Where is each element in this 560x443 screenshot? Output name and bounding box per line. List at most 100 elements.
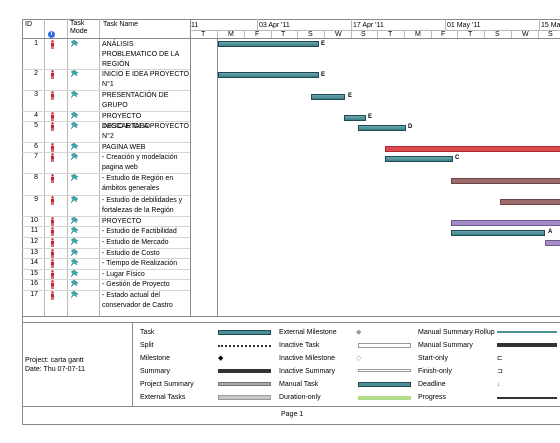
- legend-label: Progress: [418, 394, 447, 401]
- task-bar[interactable]: [344, 115, 366, 121]
- task-name[interactable]: PAGINA WEB: [102, 144, 146, 151]
- task-name[interactable]: - Gestión de Proyecto: [102, 281, 170, 288]
- task-id[interactable]: 11: [30, 227, 38, 234]
- legend-top-2: [22, 322, 560, 323]
- pin-icon[interactable]: [70, 237, 79, 246]
- pin-icon[interactable]: [70, 173, 79, 182]
- task-id[interactable]: 1: [34, 40, 38, 47]
- task-name[interactable]: PROYECTO DESCARTADO: [102, 113, 150, 130]
- pin-icon[interactable]: [70, 39, 79, 48]
- task-id[interactable]: 8: [34, 174, 38, 181]
- task-id[interactable]: 6: [34, 143, 38, 150]
- task-name[interactable]: - Tiempo de Realización: [102, 260, 178, 267]
- day-divider: [324, 30, 325, 38]
- task-id[interactable]: 3: [34, 91, 38, 98]
- task-bar[interactable]: [358, 125, 406, 131]
- task-name[interactable]: INICIO E IDEA PROYECTO N°2: [102, 123, 190, 140]
- bar-label: E: [368, 114, 373, 120]
- timescale-label: 15 Ma: [541, 22, 560, 29]
- task-id[interactable]: 15: [30, 270, 38, 277]
- task-name[interactable]: INICIO E IDEA PROYECTO N°1: [102, 71, 190, 88]
- task-name[interactable]: - Estudio de Mercado: [102, 239, 169, 246]
- gantt-frame: [22, 19, 560, 425]
- legend-external-tasks-swatch: [218, 395, 271, 400]
- pin-icon[interactable]: [70, 290, 79, 299]
- task-id[interactable]: 17: [30, 291, 38, 298]
- person-icon: [51, 91, 54, 100]
- row-divider: [22, 69, 190, 70]
- person-icon: [51, 291, 54, 300]
- task-name[interactable]: PROYECTO: [102, 218, 142, 225]
- pin-icon[interactable]: [70, 90, 79, 99]
- pin-icon[interactable]: [70, 279, 79, 288]
- pin-icon[interactable]: [70, 121, 79, 130]
- task-name[interactable]: - Lugar Físico: [102, 271, 145, 278]
- task-id[interactable]: 13: [30, 249, 38, 256]
- summary-bar[interactable]: [451, 220, 560, 226]
- legend-label: External Tasks: [140, 394, 186, 401]
- header-id[interactable]: ID: [25, 21, 32, 28]
- task-name[interactable]: - Estado actual del conservador de Castr…: [102, 292, 173, 309]
- project-name: Project: carta gantt: [25, 357, 84, 364]
- day-divider: [297, 30, 298, 38]
- bar-label: C: [455, 155, 460, 161]
- task-bar[interactable]: [218, 41, 319, 47]
- pin-icon[interactable]: [70, 111, 79, 120]
- legend-label: Manual Task: [279, 381, 319, 388]
- task-name[interactable]: - Creación y modelación pagina web: [102, 154, 178, 171]
- timescale-divider: [257, 19, 258, 30]
- task-bar[interactable]: [385, 156, 453, 162]
- person-icon: [51, 217, 54, 226]
- task-name[interactable]: ANÁLISIS PROBLEMATICO DE LA REGIÓN: [102, 41, 179, 68]
- task-name[interactable]: - Estudio de Región en ámbitos generales: [102, 175, 174, 192]
- day-divider: [244, 30, 245, 38]
- pin-icon[interactable]: [70, 248, 79, 257]
- person-icon: [51, 270, 54, 279]
- task-id[interactable]: 10: [30, 217, 38, 224]
- task-id[interactable]: 4: [34, 112, 38, 119]
- task-id[interactable]: 2: [34, 70, 38, 77]
- person-icon: [51, 280, 54, 289]
- pin-icon[interactable]: [70, 195, 79, 204]
- row-divider: [22, 121, 190, 122]
- header-divider: [190, 30, 560, 31]
- row-divider: [22, 237, 190, 238]
- task-name[interactable]: - Estudio de Costo: [102, 250, 160, 257]
- task-name[interactable]: - Estudio de debilidades y fortalezas de…: [102, 197, 183, 214]
- summary-bar[interactable]: [385, 146, 560, 152]
- pin-icon[interactable]: [70, 226, 79, 235]
- pin-icon[interactable]: [70, 258, 79, 267]
- legend-inactive-task-swatch: [358, 343, 411, 348]
- person-icon: [51, 122, 54, 131]
- legend-divider: [132, 322, 133, 406]
- task-bar[interactable]: [311, 94, 345, 100]
- task-id[interactable]: 16: [30, 280, 38, 287]
- info-icon[interactable]: i: [48, 31, 55, 38]
- task-id[interactable]: 14: [30, 259, 38, 266]
- legend-inactive-summary-swatch: [358, 369, 411, 372]
- task-bar[interactable]: [218, 72, 319, 78]
- task-bar[interactable]: [545, 240, 560, 246]
- pin-icon[interactable]: [70, 152, 79, 161]
- pin-icon[interactable]: [70, 142, 79, 151]
- task-id[interactable]: 5: [34, 122, 38, 129]
- task-name[interactable]: - Estudio de Factibilidad: [102, 228, 177, 235]
- task-name[interactable]: PRESENTACIÓN DE GRUPO: [102, 92, 169, 109]
- header-task-mode[interactable]: Task Mode: [70, 20, 88, 35]
- pin-icon[interactable]: [70, 269, 79, 278]
- day-label: S: [361, 31, 366, 38]
- day-divider: [351, 30, 352, 38]
- task-bar[interactable]: [500, 199, 560, 205]
- person-icon: [51, 174, 54, 183]
- task-id[interactable]: 7: [34, 153, 38, 160]
- legend-label: Inactive Summary: [279, 368, 336, 375]
- pin-icon[interactable]: [70, 216, 79, 225]
- header-task-name[interactable]: Task Name: [103, 21, 139, 28]
- task-bar[interactable]: [451, 178, 560, 184]
- pin-icon[interactable]: [70, 69, 79, 78]
- col-divider: [190, 19, 191, 316]
- task-id[interactable]: 12: [30, 238, 38, 245]
- row-divider: [22, 279, 190, 280]
- task-bar[interactable]: [451, 230, 545, 236]
- task-id[interactable]: 9: [34, 196, 38, 203]
